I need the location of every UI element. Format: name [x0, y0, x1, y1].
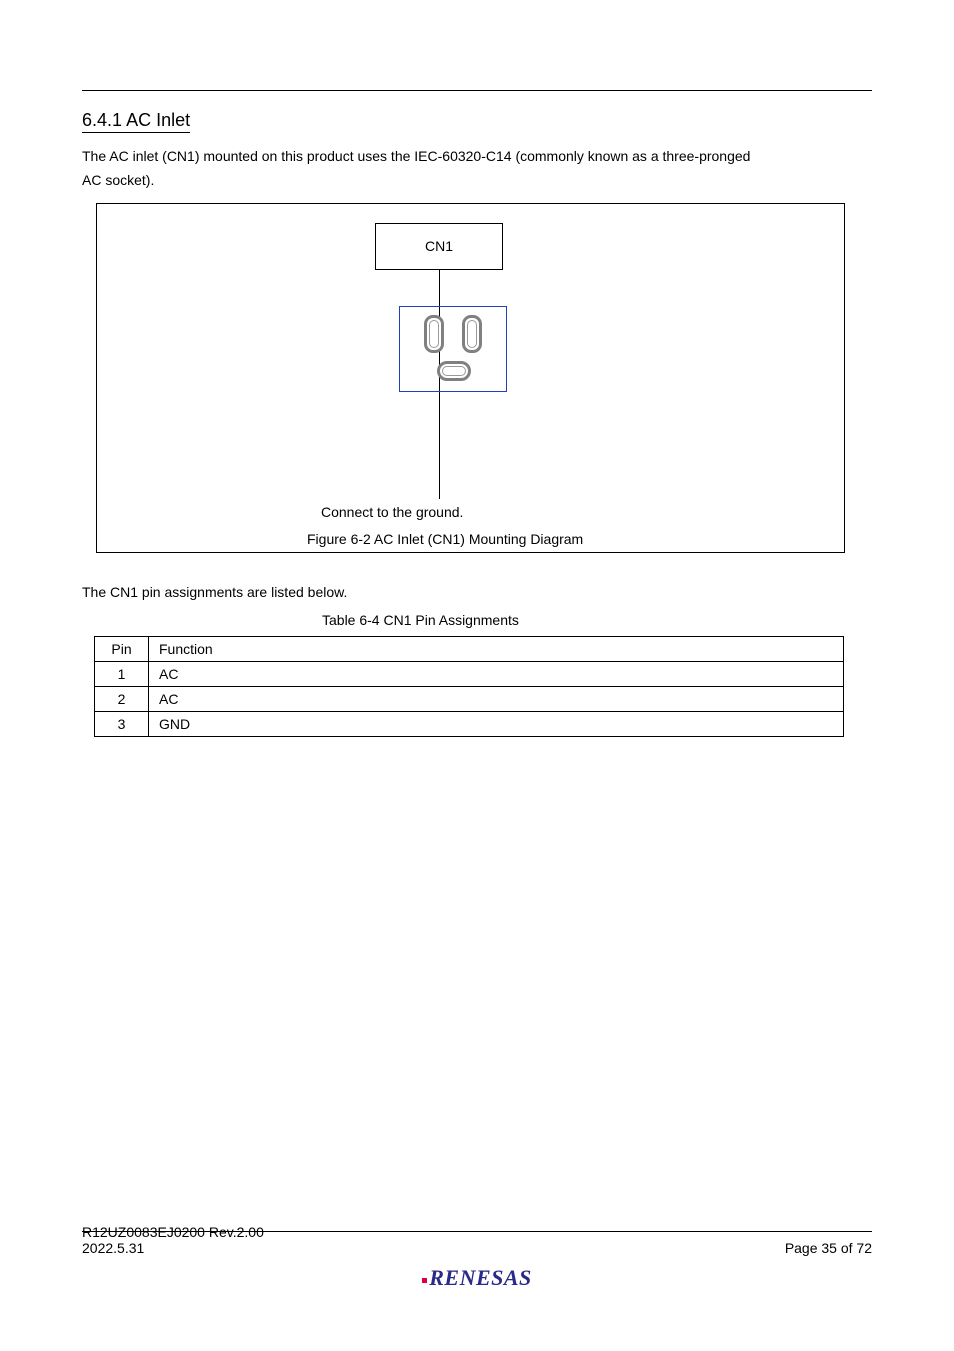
figure-box: CN1 Connect to the ground. Figure 6-2 AC… — [96, 203, 845, 553]
page: 6.4.1 AC Inlet The AC inlet (CN1) mounte… — [0, 0, 954, 1351]
section-heading: AC Inlet — [126, 110, 190, 130]
cell-function: AC — [149, 687, 844, 712]
section-title: 6.4.1 AC Inlet — [82, 110, 190, 133]
cell-pin: 1 — [95, 662, 149, 687]
connector-label-box: CN1 — [375, 223, 503, 270]
slot-left-icon — [424, 315, 444, 353]
pin-assignment-table: Pin Function 1 AC 2 AC 3 GND — [94, 636, 844, 737]
top-rule — [82, 90, 872, 91]
table-row: 1 AC — [95, 662, 844, 687]
ground-pin-icon — [437, 361, 471, 381]
table-row: 3 GND — [95, 712, 844, 737]
footer-right: Page 35 of 72 — [785, 1240, 872, 1256]
slot-left-inner — [429, 320, 439, 348]
body-text-line-1: The AC inlet (CN1) mounted on this produ… — [82, 148, 750, 164]
logo-wrap: RENESAS — [0, 1265, 954, 1291]
renesas-logo: RENESAS — [429, 1265, 532, 1291]
footer-left: R12UZ0083EJ0200 Rev.2.00 2022.5.31 — [82, 1224, 264, 1256]
footer-date: 2022.5.31 — [82, 1240, 144, 1256]
table-caption: Table 6-4 CN1 Pin Assignments — [322, 612, 519, 628]
footer-docid: R12UZ0083EJ0200 Rev.2.00 — [82, 1224, 264, 1240]
ground-inner — [442, 366, 466, 376]
slot-right-inner — [467, 320, 477, 348]
ac-inlet-icon — [399, 306, 507, 392]
section-number: 6.4.1 — [82, 110, 122, 130]
logo-dot-icon — [422, 1278, 427, 1283]
ground-label: Connect to the ground. — [321, 504, 463, 520]
col-header-function: Function — [149, 637, 844, 662]
body-text-line-2: AC socket). — [82, 172, 154, 188]
cell-function: AC — [149, 662, 844, 687]
cell-pin: 2 — [95, 687, 149, 712]
table-header-row: Pin Function — [95, 637, 844, 662]
cell-pin: 3 — [95, 712, 149, 737]
col-header-pin: Pin — [95, 637, 149, 662]
table-row: 2 AC — [95, 687, 844, 712]
cell-function: GND — [149, 712, 844, 737]
figure-caption: Figure 6-2 AC Inlet (CN1) Mounting Diagr… — [307, 531, 583, 547]
table-lead-text: The CN1 pin assignments are listed below… — [82, 584, 347, 600]
slot-right-icon — [462, 315, 482, 353]
